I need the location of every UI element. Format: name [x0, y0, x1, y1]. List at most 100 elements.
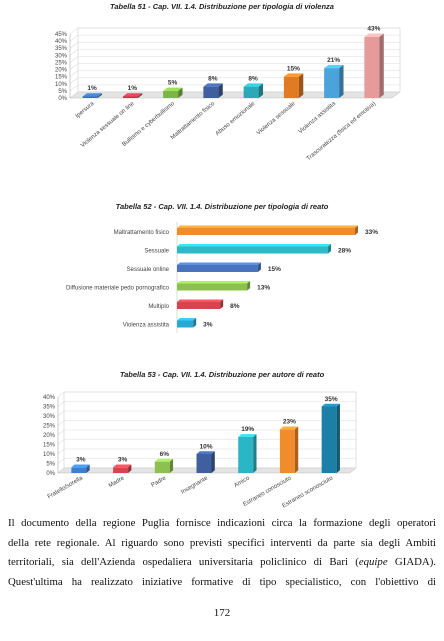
bar-top [196, 451, 215, 454]
data-label: 10% [199, 443, 212, 450]
bar-side [128, 464, 132, 473]
grid-side [57, 448, 65, 455]
bar [324, 68, 340, 98]
chart-violence-type: 0%5%10%15%20%25%30%35%40%45%1%Ipersura1%… [55, 26, 401, 162]
bar [154, 461, 170, 473]
grid-side [69, 42, 79, 49]
bar [177, 283, 248, 291]
page-number: 172 [213, 607, 231, 619]
plot-wall [77, 27, 401, 93]
grid-side [69, 49, 79, 56]
bar-side [294, 426, 299, 473]
x-tick-label: Violenza assistita [298, 101, 338, 136]
bar-top [71, 464, 90, 468]
bar-top [177, 225, 358, 228]
chart-crime-type: Maltrattamento fisico 33% Sessuale 28% Sessu… [66, 222, 378, 333]
chart2-title: Tabella 52 - Cap. VII. 1.4. Distribuzion… [115, 202, 329, 211]
data-label: 15% [268, 266, 281, 273]
y-tick-label: 45% [55, 32, 68, 38]
data-label: 1% [87, 85, 97, 92]
y-tick-label: 30% [55, 53, 68, 59]
x-tick-label: Abuso emozionale [215, 101, 257, 138]
data-label: 19% [241, 426, 254, 433]
bar-side [379, 33, 384, 98]
bar [177, 228, 355, 235]
bar-side [336, 403, 340, 473]
bar-side [218, 83, 223, 98]
x-tick-label: Violenza sessuale [256, 101, 297, 137]
bar-side [339, 64, 344, 98]
bar [364, 36, 380, 98]
y-tick-label: 5% [58, 89, 67, 95]
y-tick-label: Sessuale [144, 249, 169, 255]
data-label: 3% [76, 457, 86, 464]
x-tick-label: Amico [233, 475, 251, 489]
grid-side [69, 84, 79, 92]
y-tick-label: 15% [43, 443, 56, 449]
data-label: 8% [230, 303, 240, 310]
data-label: 21% [327, 57, 340, 64]
y-tick-label: 40% [55, 39, 68, 45]
y-tick-label: Sessuale online [127, 267, 170, 273]
bar [177, 302, 221, 309]
grid-side [57, 410, 65, 417]
x-tick-label: Trascuratezza (fisica ed emotiva) [306, 101, 377, 162]
bar [177, 265, 258, 272]
y-tick-label: 15% [55, 75, 68, 81]
bar [196, 454, 212, 473]
data-label: 43% [367, 26, 380, 33]
data-label: 3% [203, 322, 213, 329]
bar-side [97, 93, 103, 98]
y-tick-label: 5% [46, 462, 55, 468]
chart-perpetrator: 0% 5% 10% 15% 20% 25% 30% 35% 40% 3% Fratello/sore… [43, 391, 357, 509]
bar-side [257, 262, 261, 272]
y-tick-label: 40% [43, 395, 56, 401]
bar [113, 467, 129, 473]
bar-side [137, 93, 143, 98]
grid-side [69, 34, 79, 42]
data-label: 8% [248, 75, 258, 82]
bar [203, 86, 219, 98]
grid-side [57, 458, 65, 464]
data-label: 1% [128, 85, 138, 92]
bar-top [279, 426, 299, 430]
bar-top [154, 458, 174, 462]
data-label: 8% [208, 75, 218, 82]
grid-side [69, 70, 79, 77]
x-tick-label: Insegnante [180, 475, 209, 495]
bar-top [238, 434, 257, 437]
bar [177, 246, 329, 254]
bar-side [193, 318, 197, 328]
chart3-title: Tabella 53 - Cap. VII. 1.4. Distribuzion… [119, 370, 325, 379]
bar-side [211, 451, 215, 473]
bar-side [169, 458, 174, 473]
bar-top [203, 83, 223, 87]
y-tick-label: 0% [58, 96, 67, 102]
x-tick-label: Fratello/sorella [47, 475, 85, 500]
bar-top [177, 281, 251, 284]
bar-side [298, 73, 304, 98]
grid-side [69, 56, 79, 63]
bar [163, 90, 179, 98]
bar-top [243, 83, 264, 87]
x-tick-label: Maltrattamento fisico [170, 101, 217, 142]
plot-floor [69, 91, 401, 99]
grid-side [57, 420, 65, 426]
bar-top [364, 33, 384, 37]
bar-top [177, 318, 197, 321]
bar-side [178, 87, 183, 98]
bar [321, 406, 337, 473]
grid-side [69, 27, 79, 35]
bar-top [321, 403, 340, 407]
grid-side [69, 77, 79, 84]
grid-side [57, 401, 65, 407]
bar-top [177, 244, 332, 247]
para-text: GIADA). [387, 556, 437, 568]
x-tick-label: Madre [108, 475, 126, 489]
bar-side [86, 464, 90, 473]
data-label: 13% [257, 285, 270, 292]
bar-top [177, 262, 261, 265]
data-label: 3% [118, 457, 128, 464]
y-tick-label: 20% [55, 68, 68, 74]
para-italic: equipe [358, 556, 388, 568]
